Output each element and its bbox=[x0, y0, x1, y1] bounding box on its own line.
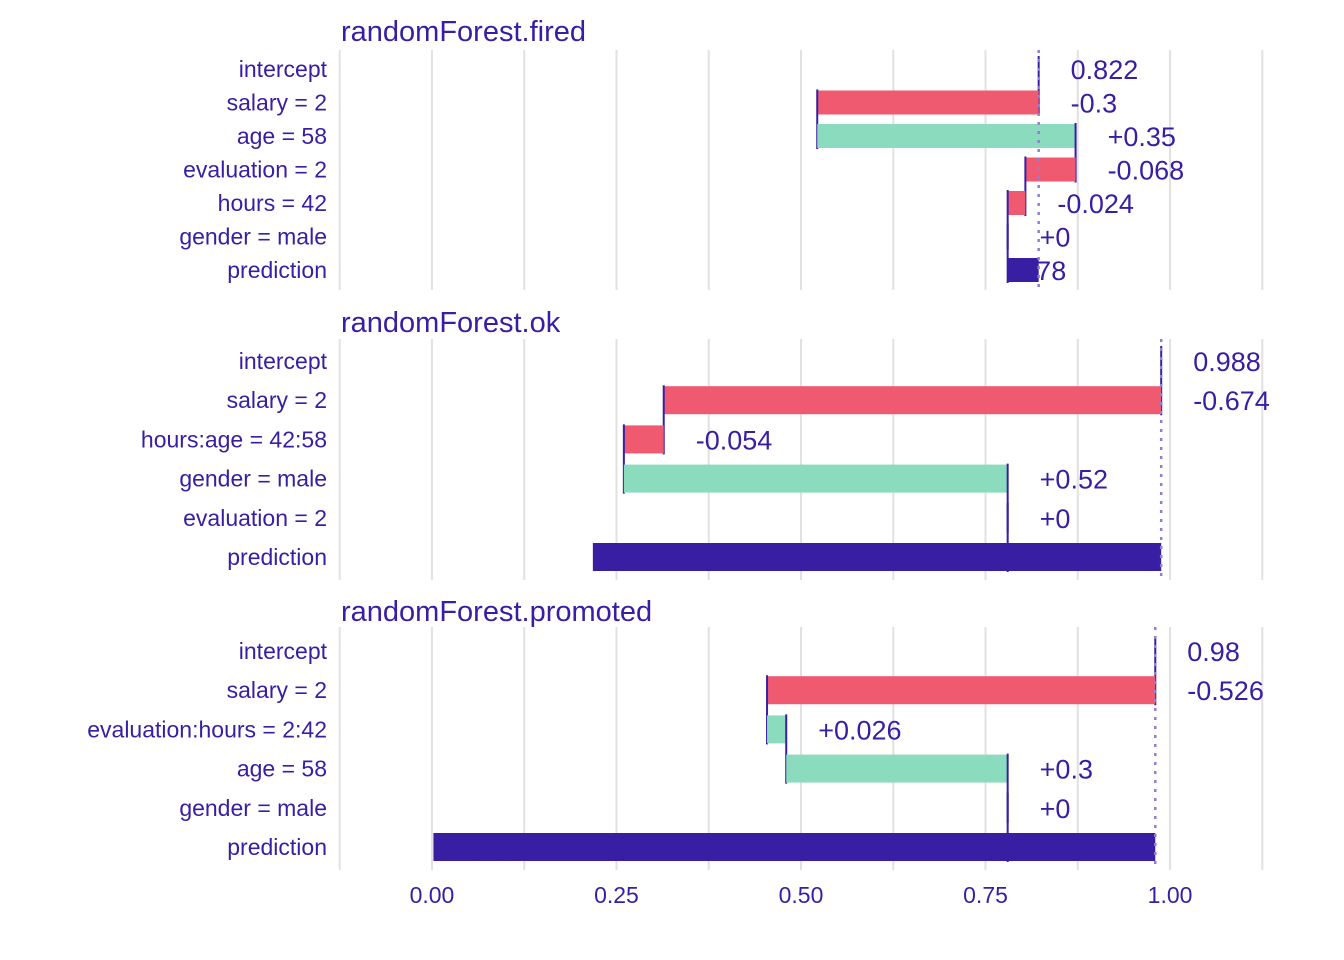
row-label: salary = 2 bbox=[227, 677, 327, 703]
contribution-bar bbox=[767, 676, 1156, 705]
value-label: +0.35 bbox=[1108, 122, 1176, 152]
x-tick-label: 1.00 bbox=[1148, 882, 1193, 908]
contribution-bar bbox=[817, 124, 1076, 148]
value-label: 0.002 bbox=[467, 833, 535, 863]
contribution-bar bbox=[1025, 157, 1076, 182]
row-label: intercept bbox=[239, 348, 328, 374]
value-label: 0.218 bbox=[627, 543, 695, 573]
value-label: 0.98 bbox=[1187, 637, 1240, 667]
contribution-bar bbox=[817, 90, 1039, 115]
value-label: 0.988 bbox=[1193, 347, 1261, 377]
row-label: evaluation = 2 bbox=[183, 505, 327, 531]
panel-title: randomForest.ok bbox=[341, 307, 561, 339]
value-label: -0.674 bbox=[1193, 386, 1270, 416]
prediction-bar bbox=[433, 833, 1156, 861]
row-label: prediction bbox=[227, 544, 327, 570]
value-label: -0.3 bbox=[1071, 89, 1118, 119]
contribution-bar bbox=[767, 715, 787, 744]
value-label: 0.78 bbox=[1014, 256, 1067, 286]
row-label: evaluation = 2 bbox=[183, 157, 327, 183]
value-label: +0 bbox=[1040, 223, 1071, 253]
row-label: hours = 42 bbox=[218, 190, 327, 216]
panel-randomForest.promoted: randomForest.promoted intercept 0.98 salary… bbox=[87, 596, 1264, 870]
row-label: salary = 2 bbox=[227, 90, 327, 116]
value-label: -0.024 bbox=[1057, 189, 1134, 219]
x-tick-label: 0.00 bbox=[410, 882, 455, 908]
x-tick-label: 0.25 bbox=[594, 882, 639, 908]
row-label: evaluation:hours = 2:42 bbox=[87, 716, 327, 742]
row-label: salary = 2 bbox=[227, 387, 327, 413]
contribution-bar bbox=[623, 464, 1008, 493]
value-label: -0.526 bbox=[1187, 676, 1264, 706]
value-label: +0 bbox=[1040, 794, 1071, 824]
panel-randomForest.fired: randomForest.fired intercept 0.822 salary =… bbox=[179, 16, 1264, 290]
panel-title: randomForest.promoted bbox=[341, 596, 652, 628]
contribution-bar bbox=[623, 425, 664, 454]
value-label: 0.822 bbox=[1071, 55, 1139, 85]
row-label: age = 58 bbox=[237, 756, 327, 782]
x-tick-label: 0.50 bbox=[779, 882, 824, 908]
contribution-bar bbox=[1007, 191, 1026, 215]
row-label: gender = male bbox=[179, 224, 327, 250]
row-label: gender = male bbox=[179, 795, 327, 821]
value-label: +0.3 bbox=[1040, 755, 1093, 785]
value-label: -0.054 bbox=[696, 425, 773, 455]
contribution-bar bbox=[663, 386, 1162, 415]
row-label: intercept bbox=[239, 56, 328, 82]
row-label: age = 58 bbox=[237, 123, 327, 149]
row-label: intercept bbox=[239, 638, 328, 664]
prediction-bar bbox=[592, 543, 1162, 571]
value-label: -0.068 bbox=[1108, 156, 1185, 186]
prediction-bar bbox=[1007, 258, 1039, 282]
row-label: prediction bbox=[227, 257, 327, 283]
row-label: prediction bbox=[227, 834, 327, 860]
panel-title: randomForest.fired bbox=[341, 16, 586, 48]
row-label: hours:age = 42:58 bbox=[141, 426, 327, 452]
panel-randomForest.ok: randomForest.ok intercept 0.988 salary = 2 -… bbox=[141, 307, 1270, 580]
x-tick-label: 0.75 bbox=[963, 882, 1008, 908]
value-label: +0 bbox=[1040, 504, 1071, 534]
value-label: +0.026 bbox=[818, 715, 901, 745]
value-label: +0.52 bbox=[1040, 465, 1108, 495]
contribution-bar bbox=[786, 754, 1008, 783]
row-label: gender = male bbox=[179, 466, 327, 492]
